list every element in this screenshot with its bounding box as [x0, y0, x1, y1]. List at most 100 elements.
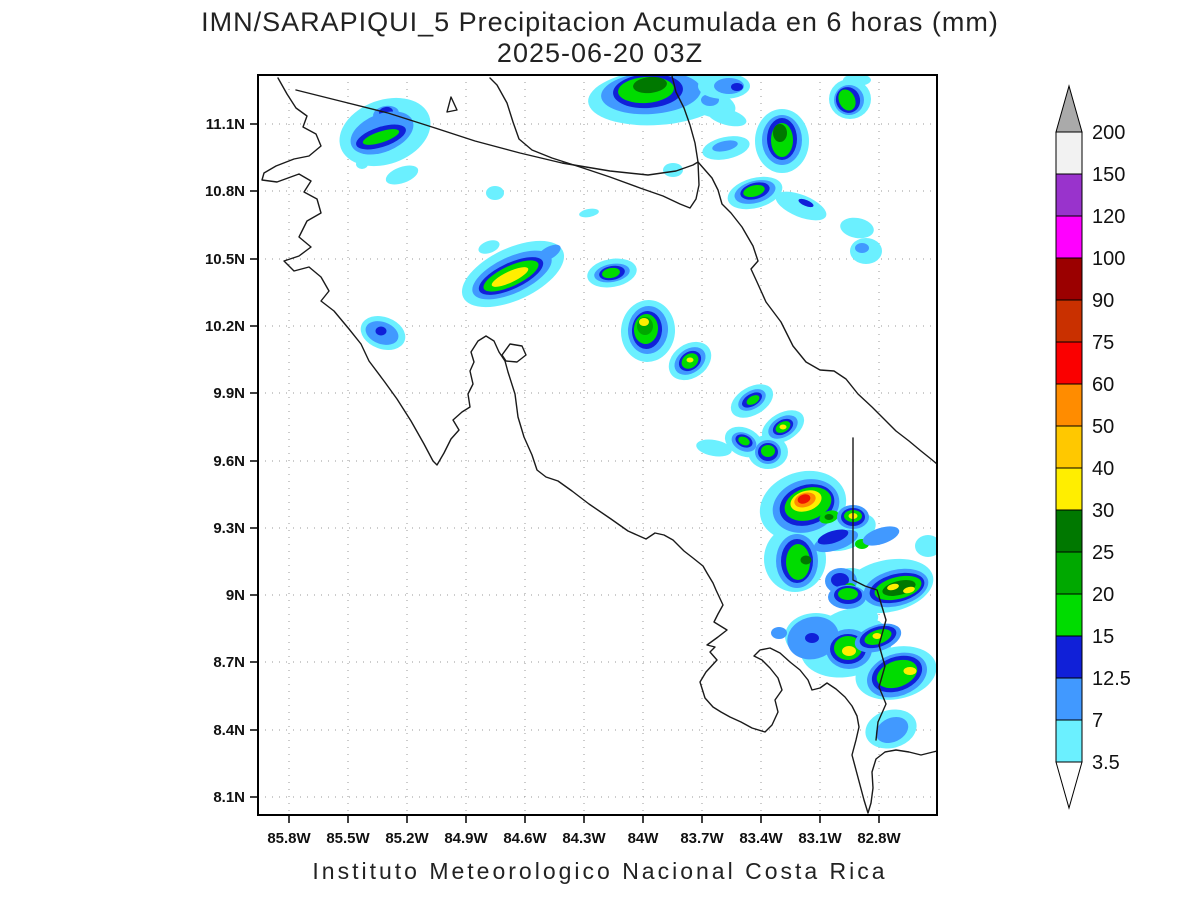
colorbar-label: 40	[1092, 458, 1114, 480]
lat-tick-label: 11.1N	[206, 116, 245, 133]
precip-cell	[831, 573, 849, 587]
lon-tick-label: 85.8W	[267, 830, 311, 847]
colorbar-box	[1055, 341, 1083, 385]
precip-cell	[872, 633, 882, 639]
precip-cell	[743, 184, 765, 198]
precip-cell	[876, 659, 918, 689]
precip-cell	[824, 514, 834, 520]
precip-cell	[838, 588, 858, 600]
lon-tick-label: 82.8W	[857, 830, 901, 847]
lat-tick-label: 9.3N	[213, 520, 245, 537]
colorbar-label: 60	[1092, 374, 1114, 396]
precip-cell	[746, 395, 760, 405]
precip-cell	[707, 107, 747, 127]
colorbar-box	[1055, 299, 1083, 343]
precip-cell	[915, 535, 937, 557]
precip-cell	[602, 267, 620, 279]
coastline	[446, 96, 458, 113]
lat-tick-label: 9.6N	[213, 453, 245, 470]
lon-tick-label: 85.2W	[385, 830, 429, 847]
lon-tick-label: 84.6W	[503, 830, 547, 847]
lon-tick-label: 83.4W	[739, 830, 783, 847]
colorbar-label: 90	[1092, 290, 1114, 312]
colorbar-label: 200	[1092, 122, 1125, 144]
colorbar-box	[1055, 509, 1083, 553]
colorbar-box	[1055, 131, 1083, 175]
colorbar-label: 50	[1092, 416, 1114, 438]
precip-cell	[686, 357, 694, 363]
lat-tick-label: 10.2N	[205, 318, 245, 335]
plot-border	[257, 74, 938, 816]
colorbar-box	[1055, 257, 1083, 301]
precip-cell	[712, 140, 738, 152]
precip-cell	[385, 165, 419, 185]
lat-tick-label: 8.4N	[213, 722, 245, 739]
precip-cell	[805, 633, 819, 643]
colorbar-label: 20	[1092, 584, 1114, 606]
precip-cell	[478, 240, 500, 254]
precip-cell	[840, 217, 874, 239]
lon-tick-label: 84.9W	[444, 830, 488, 847]
precip-cell	[775, 191, 827, 221]
colorbar-box	[1055, 425, 1083, 469]
precip-cell	[797, 494, 811, 504]
precip-cell	[773, 124, 787, 142]
coastline	[261, 77, 937, 814]
colorbar-label: 3.5	[1092, 752, 1120, 774]
colorbar-arrow-below	[1055, 761, 1083, 810]
colorbar-box	[1055, 383, 1083, 427]
colorbar-label: 25	[1092, 542, 1114, 564]
colorbar-label: 120	[1092, 206, 1125, 228]
precip-cell	[491, 267, 529, 287]
colorbar-label: 75	[1092, 332, 1114, 354]
precip-cell	[375, 326, 387, 336]
precip-cell	[738, 436, 750, 446]
precip-cell	[862, 526, 900, 546]
lat-tick-label: 9.9N	[213, 385, 245, 402]
coastline	[501, 343, 527, 363]
coastline	[852, 437, 887, 741]
colorbar-box	[1055, 635, 1083, 679]
coastline	[489, 77, 700, 209]
lat-tick-label: 8.7N	[213, 654, 245, 671]
precip-cell	[903, 667, 917, 675]
colorbar-box	[1055, 719, 1083, 763]
precip-cell	[696, 439, 732, 457]
colorbar-box	[1055, 551, 1083, 595]
coastline	[295, 89, 699, 176]
colorbar-label: 15	[1092, 626, 1114, 648]
colorbar-label: 30	[1092, 500, 1114, 522]
precip-cell	[362, 129, 400, 145]
lat-tick-label: 8.1N	[213, 789, 245, 806]
precip-cell	[356, 159, 368, 169]
lon-tick-label: 83.1W	[798, 830, 842, 847]
lon-tick-label: 84W	[628, 830, 660, 847]
colorbar-label: 7	[1092, 710, 1103, 732]
lat-tick-label: 9N	[226, 587, 245, 604]
colorbar-arrow-above	[1055, 84, 1083, 133]
precip-cell	[731, 83, 743, 91]
colorbar-box	[1055, 467, 1083, 511]
colorbar-box	[1055, 677, 1083, 721]
precip-cell	[842, 646, 856, 656]
map-layers	[258, 75, 937, 815]
precip-cell	[800, 555, 812, 565]
lat-tick-label: 10.8N	[205, 183, 245, 200]
precip-cell	[817, 529, 849, 545]
lon-tick-label: 84.3W	[562, 830, 606, 847]
precip-cell	[486, 186, 504, 200]
precip-cell	[843, 75, 871, 86]
colorbar-label: 100	[1092, 248, 1125, 270]
lon-tick-label: 83.7W	[680, 830, 724, 847]
precip-cell	[798, 198, 814, 208]
lon-tick-label: 85.5W	[326, 830, 370, 847]
precip-cell	[887, 583, 899, 591]
colorbar-label: 12.5	[1092, 668, 1131, 690]
precip-cell	[875, 716, 909, 744]
precip-cell	[639, 318, 649, 326]
precip-cell	[663, 163, 683, 177]
precip-cell	[771, 627, 787, 639]
colorbar-box	[1055, 593, 1083, 637]
